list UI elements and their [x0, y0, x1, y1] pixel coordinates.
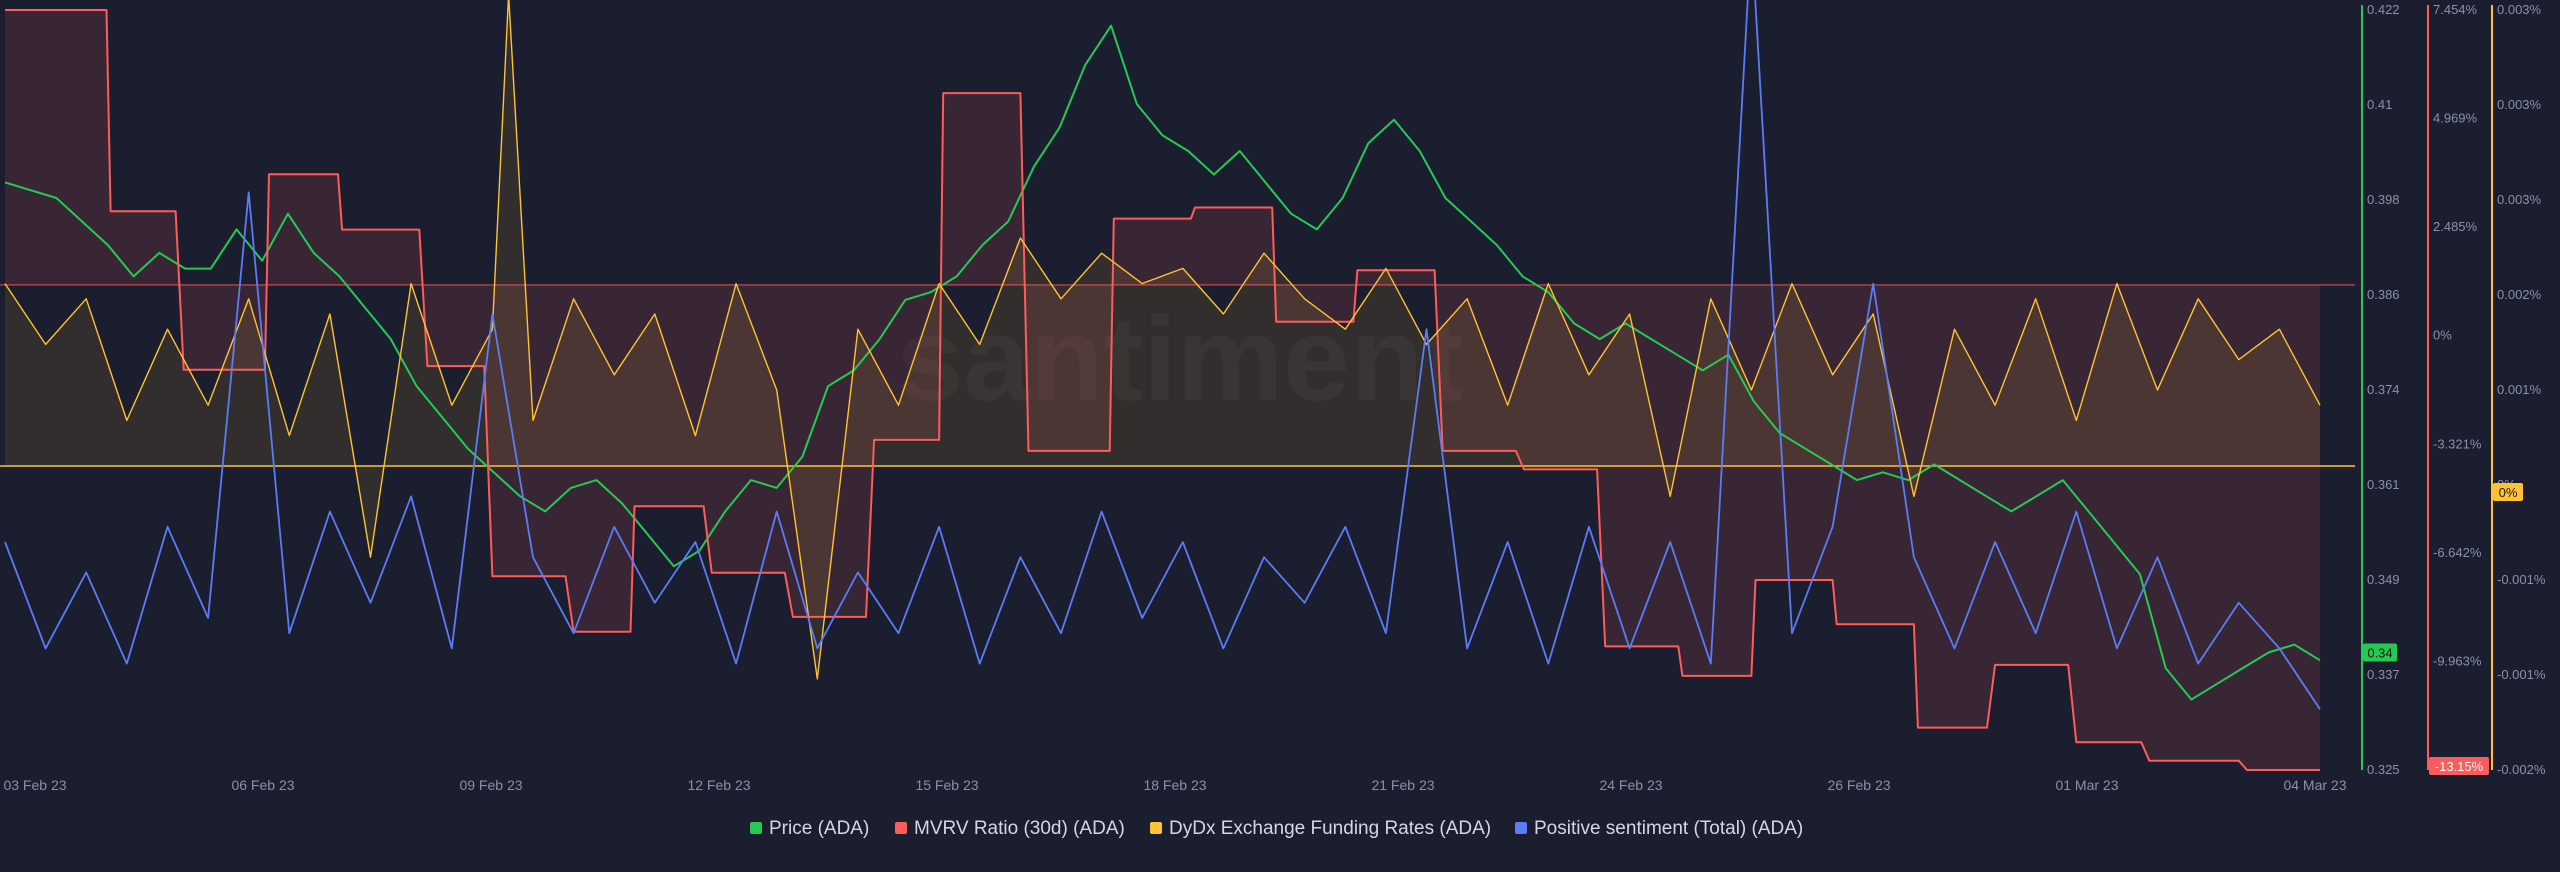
price-tick-label: 0.374: [2367, 382, 2400, 397]
mvrv-tick-label: 0%: [2433, 328, 2452, 343]
funding-tick-label: 0.003%: [2497, 2, 2542, 17]
funding-tick-label: -0.002%: [2497, 762, 2546, 777]
legend-label: Positive sentiment (Total) (ADA): [1534, 818, 1803, 839]
legend-item-0: Price (ADA): [750, 818, 869, 839]
price-tick-label: 0.41: [2367, 97, 2392, 112]
mvrv-tick-label: 7.454%: [2433, 2, 2478, 17]
legend-item-1: MVRV Ratio (30d) (ADA): [895, 818, 1125, 839]
x-tick-label: 12 Feb 23: [687, 777, 750, 793]
x-tick-label: 01 Mar 23: [2055, 777, 2118, 793]
mvrv-tick-label: 4.969%: [2433, 111, 2478, 126]
funding-tick-label: 0.003%: [2497, 97, 2542, 112]
legend-item-2: DyDx Exchange Funding Rates (ADA): [1150, 818, 1491, 839]
mvrv-area: [5, 10, 2320, 770]
series-line-3: [4, 0, 2321, 710]
x-tick-label: 18 Feb 23: [1143, 777, 1206, 793]
price-current-label: 0.34: [2367, 645, 2392, 660]
mvrv-current-label: -13.15%: [2435, 759, 2484, 774]
x-tick-label: 03 Feb 23: [3, 777, 66, 793]
price-tick-label: 0.325: [2367, 762, 2400, 777]
price-tick-label: 0.398: [2367, 192, 2400, 207]
x-tick-label: 04 Mar 23: [2283, 777, 2346, 793]
funding-tick-label: 0.002%: [2497, 287, 2542, 302]
funding-tick-label: 0.001%: [2497, 382, 2542, 397]
x-tick-label: 09 Feb 23: [459, 777, 522, 793]
series-line-1: [5, 9, 2320, 771]
price-tick-label: 0.337: [2367, 667, 2400, 682]
x-tick-label: 21 Feb 23: [1371, 777, 1434, 793]
price-tick-label: 0.386: [2367, 287, 2400, 302]
price-tick-label: 0.361: [2367, 477, 2400, 492]
funding-current-label: 0%: [2499, 485, 2518, 500]
funding-tick-label: -0.001%: [2497, 667, 2546, 682]
legend-swatch: [750, 822, 762, 834]
mvrv-current-badge: [2429, 757, 2489, 775]
legend-swatch: [895, 822, 907, 834]
mvrv-tick-label: -6.642%: [2433, 545, 2482, 560]
legend-label: Price (ADA): [769, 818, 869, 839]
price-tick-label: 0.422: [2367, 2, 2400, 17]
price-tick-label: 0.349: [2367, 572, 2400, 587]
funding-area: [5, 0, 2320, 679]
funding-current-badge: [2493, 483, 2523, 501]
legend: Price (ADA) MVRV Ratio (30d) (ADA) DyDx Ex…: [750, 818, 1803, 839]
series-line-2: [4, 0, 2321, 680]
funding-tick-label: -0.001%: [2497, 572, 2546, 587]
legend-label: DyDx Exchange Funding Rates (ADA): [1169, 818, 1491, 839]
mvrv-tick-label: -9.963%: [2433, 653, 2482, 668]
legend-swatch: [1150, 822, 1162, 834]
series-layer: [4, 0, 2321, 771]
x-tick-label: 26 Feb 23: [1827, 777, 1890, 793]
legend-item-3: Positive sentiment (Total) (ADA): [1515, 818, 1803, 839]
mvrv-tick-label: -3.321%: [2433, 436, 2482, 451]
x-tick-label: 15 Feb 23: [915, 777, 978, 793]
x-tick-label: 06 Feb 23: [231, 777, 294, 793]
legend-swatch: [1515, 822, 1527, 834]
price-current-badge: [2363, 643, 2397, 662]
mvrv-tick-label: 2.485%: [2433, 219, 2478, 234]
bands: [0, 0, 2355, 770]
legend-label: MVRV Ratio (30d) (ADA): [914, 818, 1125, 839]
funding-tick-label: 0.003%: [2497, 192, 2542, 207]
axes-layer: 03 Feb 23 06 Feb 23 09 Feb 23 12 Feb 23 15 F…: [3, 2, 2545, 793]
x-tick-label: 24 Feb 23: [1599, 777, 1662, 793]
series-line-0: [4, 24, 2321, 701]
